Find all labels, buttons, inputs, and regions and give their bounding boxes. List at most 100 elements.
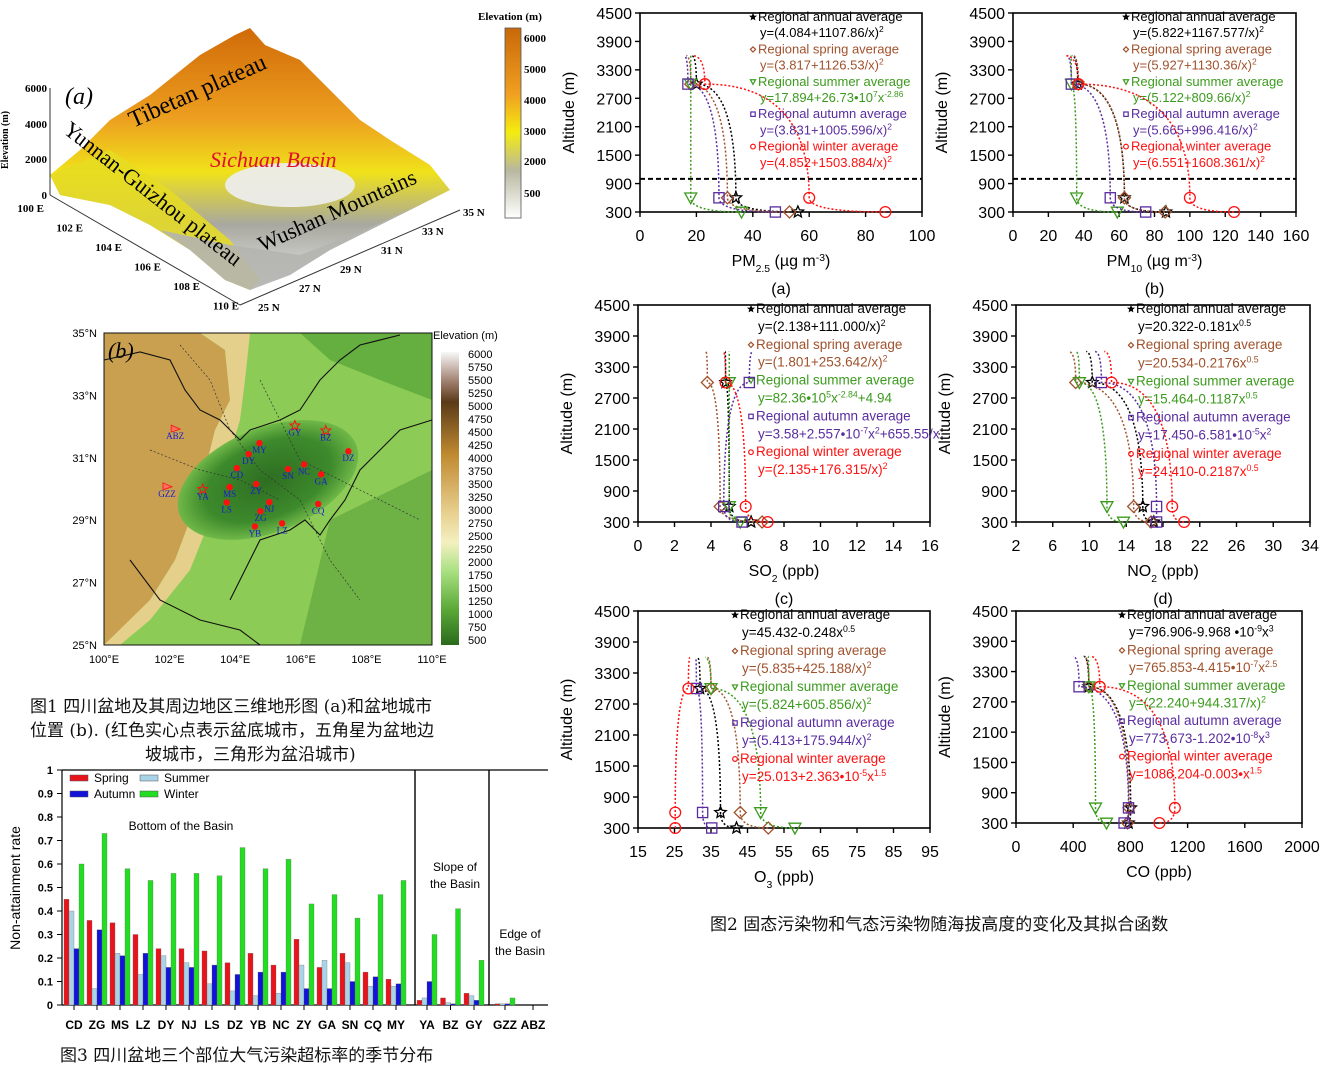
city-marker-bz: BZ: [319, 424, 333, 443]
legend-label: Regional summer average: [1136, 373, 1294, 388]
text-segment: ): [825, 253, 830, 270]
bar-summer-gzz: [499, 1003, 506, 1006]
bar-summer-sn: [344, 962, 351, 1006]
y-tick-label: 2700: [594, 697, 630, 714]
data-point-square-icon: [1118, 817, 1130, 829]
x-tick-label: 160: [1283, 228, 1310, 245]
fit-equation: y=(5.835+425.188/x)2: [742, 660, 872, 676]
text-segment: 2: [881, 318, 886, 328]
series-autumn: [1065, 54, 1152, 218]
text-segment: 1.5: [874, 768, 886, 778]
data-point-square-icon: [1139, 206, 1152, 218]
x-axis-label: PM2.5 (µg m-3): [732, 253, 831, 275]
text-segment: 0.5: [1239, 318, 1251, 328]
x-axis-label: PM10 (µg m-3): [1107, 253, 1203, 275]
fit-curve: [691, 54, 798, 213]
legend-label: Regional spring average: [756, 337, 902, 352]
city-marker-dy: DY: [242, 450, 256, 466]
legend-label: Summer: [164, 771, 209, 785]
series-autumn: [690, 656, 718, 834]
series-summer: [683, 55, 749, 220]
legend-item-autumn: Autumn: [69, 787, 135, 801]
bar-autumn-ms: [119, 955, 126, 1006]
city-label: MS: [223, 489, 236, 499]
x-tick-label: 85: [885, 844, 903, 861]
text-segment: -3: [1188, 253, 1197, 264]
plot-frame: [1015, 610, 1303, 824]
legend-marker-star-icon: [730, 610, 740, 619]
text-segment: y=17.450-6.581•10: [1138, 428, 1252, 443]
text-segment: y=(22.240+944.317/x): [1129, 696, 1261, 711]
x-tick-label: 15: [629, 844, 647, 861]
fit-equation: y=765.853-4.415•10-7x2.5: [1129, 659, 1277, 675]
text-segment: -2.86: [884, 89, 904, 99]
text-segment: y=765.853-4.415•10: [1129, 660, 1250, 675]
bar-winter-ms: [124, 868, 131, 1006]
map-frame: [103, 332, 433, 646]
text-segment: 2: [1261, 695, 1266, 705]
fit-equation: y=20.534-0.2176x0.5: [1138, 354, 1259, 370]
y-tick-label: 2100: [972, 422, 1008, 439]
city-dot-icon: [284, 465, 292, 473]
fit-curve: [705, 350, 763, 523]
x-tick-label: 30: [1264, 538, 1282, 555]
star-icon: [319, 424, 333, 437]
y-tick-label: 1500: [969, 148, 1005, 165]
colorbar-tick-label: 6000: [468, 349, 492, 361]
x-tick-label: 60: [800, 228, 818, 245]
text-segment: y=(6.551+1608.361/x): [1133, 155, 1260, 170]
text-segment: 2: [887, 121, 892, 131]
bar-autumn-yb: [257, 971, 264, 1006]
colorbar-tick-label: 1250: [468, 596, 492, 608]
bar-summer-yb: [252, 995, 259, 1006]
text-segment: 2: [867, 696, 872, 706]
y-tick-label: 2100: [969, 120, 1005, 137]
colorbar-tick-label: 3000: [524, 126, 547, 138]
colorbar-tick-label: 2250: [468, 544, 492, 556]
bar-winter-sn: [354, 917, 361, 1006]
data-point-triangle-down-icon: [703, 683, 719, 696]
y-tick-label: 2100: [594, 422, 630, 439]
text-segment: y=20.534-0.2176x: [1138, 355, 1247, 370]
fit-curve: [683, 54, 776, 213]
lat-tick-label: 25 N: [258, 302, 280, 314]
lat-tick-label: 33 N: [422, 226, 444, 238]
lat-tick-label: 27°N: [72, 578, 97, 590]
panel-label: (b): [1145, 281, 1165, 298]
text-segment: 2: [1267, 427, 1272, 437]
data-point-circle-icon: [669, 806, 682, 819]
y-tick-label: 4500: [596, 6, 632, 23]
legend-label: Regional winter average: [1127, 749, 1273, 764]
x-tick-label: 80: [1146, 228, 1164, 245]
text-segment: 2: [1151, 574, 1157, 585]
z-tick-label: 0: [42, 190, 48, 202]
lat-tick-label: 33°N: [72, 390, 97, 402]
city-label: DY: [242, 456, 255, 466]
map-county-boundaries: [149, 344, 421, 601]
bar-autumn-bz: [450, 1003, 456, 1006]
region-label: Bottom of the Basin: [129, 819, 234, 833]
city-label: CQ: [312, 506, 325, 516]
text-segment: 2: [1252, 57, 1257, 67]
colorbar-tick-label: 5750: [468, 362, 492, 374]
bar-spring-sn: [339, 953, 346, 1006]
text-segment: 2: [1246, 89, 1251, 99]
text-segment: 2.5: [756, 264, 771, 275]
legend-marker-triangle-down-icon: [1118, 683, 1126, 690]
bar-summer-dz: [229, 990, 236, 1006]
legend-label: Regional autumn average: [740, 715, 895, 730]
text-segment: y=82.36•10: [758, 391, 826, 406]
series-winter: [1064, 54, 1241, 219]
data-point-square-icon: [713, 192, 725, 204]
bar-autumn-nj: [188, 967, 195, 1006]
fit-equation: y=(2.135+176.315/x)2: [758, 461, 888, 477]
city-label: YB: [249, 528, 262, 538]
x-tick-label: 800: [1117, 839, 1144, 856]
legend-marker-square-icon: [750, 111, 756, 118]
fit-curve: [1069, 54, 1118, 213]
data-point-square-icon: [718, 500, 730, 513]
data-point-star-icon: [1123, 800, 1139, 815]
map-province-boundaries: [103, 334, 433, 646]
